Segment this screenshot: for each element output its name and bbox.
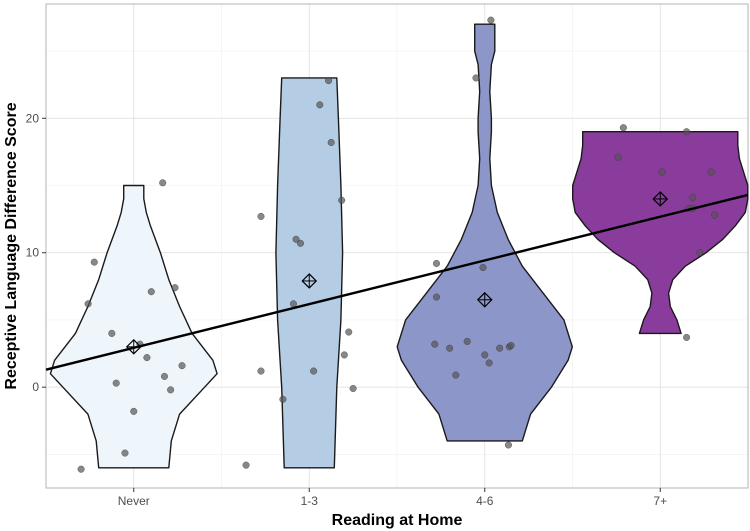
data-point (160, 372, 169, 380)
violins (49, 23, 749, 469)
data-point (84, 300, 92, 308)
data-point (90, 258, 98, 266)
data-point (432, 259, 441, 268)
x-tick-label: 7+ (653, 494, 667, 508)
y-axis-title: Receptive Language Difference Score (3, 102, 20, 389)
data-point (504, 441, 512, 449)
data-point (614, 153, 622, 161)
data-point (689, 194, 697, 202)
data-point (683, 128, 691, 136)
data-point (696, 249, 704, 257)
data-point (159, 179, 167, 187)
data-point (257, 212, 265, 220)
data-point (289, 300, 298, 308)
axes: 0 10 20 Never 1-3 4-6 7+ (26, 111, 667, 508)
data-point (112, 379, 120, 387)
data-point (446, 344, 454, 352)
data-point (683, 333, 691, 341)
mean-marker (301, 273, 318, 289)
data-point (242, 461, 250, 469)
data-point (257, 367, 265, 375)
data-point (431, 340, 439, 348)
data-point (143, 354, 151, 362)
violin-7- (572, 131, 749, 335)
mean-marker (476, 291, 493, 308)
data-point (487, 16, 495, 24)
data-point (707, 168, 715, 176)
data-point (507, 341, 515, 350)
plot-panel-border (45, 3, 749, 489)
data-point (349, 384, 357, 393)
data-point (496, 344, 504, 352)
data-point (147, 288, 155, 296)
data-point (121, 449, 129, 457)
data-point (178, 362, 186, 370)
data-point (432, 293, 441, 301)
data-points (77, 16, 719, 473)
violin-4-6 (396, 23, 573, 442)
data-point (316, 101, 324, 109)
x-axis-title: Reading at Home (332, 512, 463, 529)
data-point (130, 407, 138, 415)
mean-marker (125, 338, 142, 355)
data-point (479, 263, 487, 272)
data-point (279, 395, 287, 403)
data-point (658, 168, 666, 176)
data-point (77, 465, 85, 473)
data-point (327, 138, 335, 147)
data-point (452, 371, 460, 379)
data-point (292, 235, 300, 243)
data-point (340, 351, 348, 359)
mean-markers (125, 191, 669, 355)
regression-line (45, 193, 749, 371)
data-point (310, 367, 318, 375)
data-point (345, 328, 353, 336)
data-point (711, 211, 719, 219)
data-point (167, 386, 175, 394)
data-point (325, 77, 333, 85)
violin-never (49, 184, 218, 469)
x-tick-label: Never (118, 494, 150, 508)
x-tick-label: 4-6 (476, 494, 494, 508)
x-tick-label: 1-3 (301, 494, 319, 508)
mean-marker (652, 191, 669, 207)
data-point (296, 239, 305, 247)
data-point (619, 124, 627, 132)
data-point (108, 329, 116, 337)
regression-line-group (45, 193, 749, 371)
data-point (463, 337, 471, 346)
data-point (472, 74, 480, 82)
data-point (171, 284, 179, 292)
data-point (338, 196, 346, 204)
violin-1-3 (275, 77, 344, 469)
data-point (485, 359, 493, 367)
y-tick-label: 20 (26, 111, 40, 125)
y-tick-label: 10 (26, 246, 40, 260)
data-point (481, 351, 489, 359)
y-tick-label: 0 (32, 380, 39, 394)
